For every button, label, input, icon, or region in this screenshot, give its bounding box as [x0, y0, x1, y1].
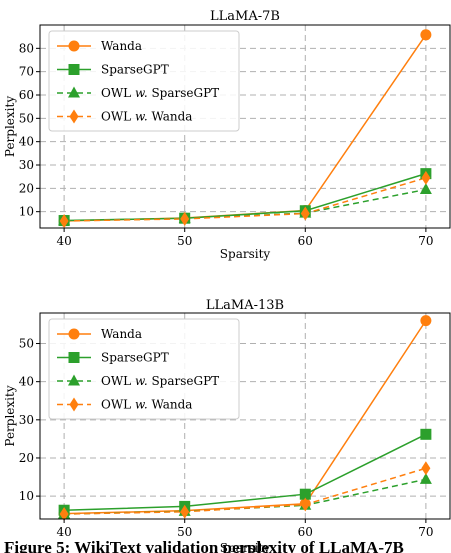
legend-label: OWL w. SparseGPT: [101, 374, 219, 388]
y-tick-label: 40: [19, 135, 34, 149]
x-tick-label: 70: [418, 234, 433, 248]
y-tick-label: 10: [19, 489, 34, 503]
legend: Wanda SparseGPT OWL w. SparseGPT OWL w. Wan…: [48, 30, 240, 132]
data-point: [421, 461, 431, 476]
y-axis-label: Perplexity: [3, 385, 17, 446]
plot-frame: [39, 312, 451, 520]
plot-frame: [39, 24, 451, 229]
data-point: [419, 183, 432, 194]
data-point: [300, 497, 310, 512]
legend-label: Wanda: [101, 39, 142, 53]
y-tick-label: 70: [19, 65, 34, 79]
data-point: [420, 428, 432, 440]
y-tick-label: 40: [19, 375, 34, 389]
legend-marker: [68, 64, 80, 75]
y-tick-label: 30: [19, 413, 34, 427]
x-tick-label: 70: [418, 525, 433, 539]
chart-title: LLaMA-13B: [206, 298, 284, 313]
series-line-2: [64, 433, 427, 511]
x-tick-label: 40: [56, 525, 71, 539]
x-axis-label: Sparsity: [220, 541, 271, 553]
x-tick-label: 40: [56, 234, 71, 248]
legend-label: OWL w. Wanda: [101, 110, 192, 124]
data-point: [300, 206, 310, 221]
y-tick-label: 30: [19, 158, 34, 172]
x-tick-label: 60: [298, 525, 313, 539]
y-axis-label: Perplexity: [3, 96, 17, 157]
data-point: [299, 488, 311, 500]
legend-marker: [69, 109, 79, 124]
legend-label: SparseGPT: [101, 351, 169, 365]
legend-marker: [68, 328, 80, 340]
x-tick-label: 50: [177, 234, 192, 248]
legend-marker: [68, 374, 80, 386]
x-tick-label: 60: [298, 234, 313, 248]
y-tick-label: 50: [19, 337, 34, 351]
x-tick-label: 50: [177, 525, 192, 539]
legend: Wanda SparseGPT OWL w. SparseGPT OWL w. Wan…: [48, 318, 240, 420]
legend-label: SparseGPT: [101, 63, 169, 77]
legend-marker: [68, 40, 80, 52]
chart-title: LLaMA-7B: [210, 9, 280, 24]
data-point: [421, 170, 431, 185]
series-line-4: [64, 467, 427, 515]
data-point: [180, 504, 190, 519]
data-point: [59, 507, 69, 522]
legend-label: Wanda: [101, 327, 142, 341]
legend-label: OWL w. SparseGPT: [101, 86, 219, 100]
series-line-4: [64, 177, 427, 222]
legend-box: [48, 30, 240, 132]
legend-box: [48, 318, 240, 420]
data-point: [420, 315, 432, 327]
y-tick-label: 60: [19, 88, 34, 102]
y-tick-label: 20: [19, 181, 34, 195]
y-tick-label: 10: [19, 205, 34, 219]
y-tick-label: 50: [19, 111, 34, 125]
data-point: [180, 211, 190, 226]
data-point: [419, 472, 432, 484]
x-axis-label: Sparsity: [220, 247, 271, 261]
legend-label: OWL w. Wanda: [101, 398, 192, 412]
y-tick-label: 80: [19, 41, 34, 55]
legend-marker: [68, 352, 80, 363]
y-tick-label: 20: [19, 451, 34, 465]
data-point: [420, 29, 432, 41]
chart-panel-2: 40 50 60 70 10 20 30 40 50 LLaMA-13B Sparsity Perpl…: [3, 298, 451, 553]
chart-panel-1: 40 50 60 70 10 20 30 40 50 60 70 80 LLaMA-7B Sparsity…: [3, 9, 451, 261]
legend-marker: [68, 86, 80, 98]
legend-marker: [69, 397, 79, 412]
data-point: [59, 214, 69, 228]
figure-caption: Figure 5: WikiText validation perplexity…: [4, 538, 404, 553]
